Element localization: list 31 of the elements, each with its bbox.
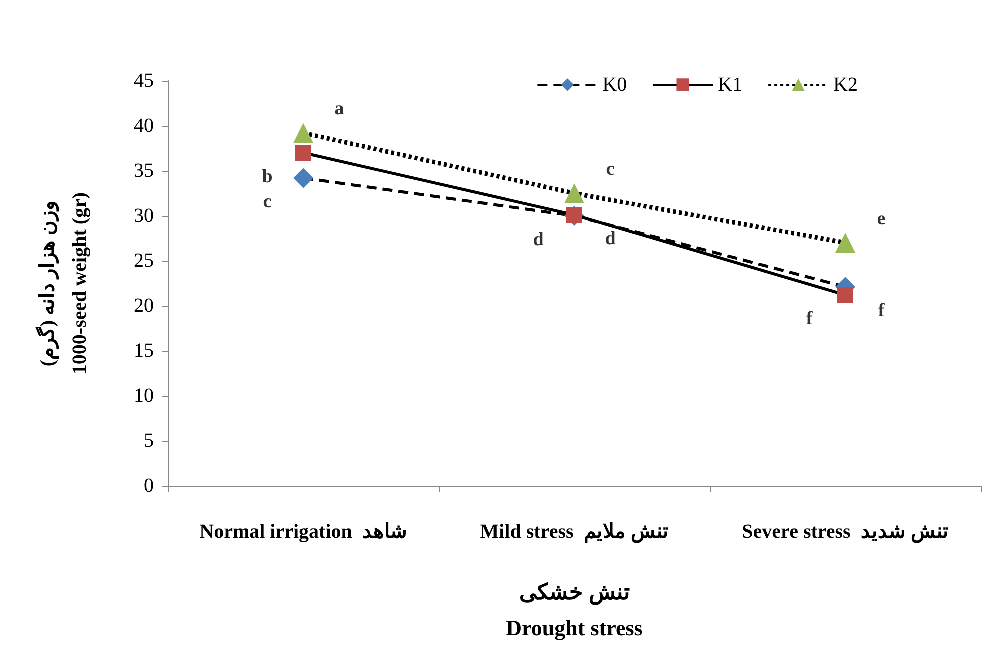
- point: [296, 145, 312, 161]
- y-tick-label: 45: [134, 70, 154, 92]
- annotation: c: [263, 192, 272, 213]
- point: [294, 123, 314, 144]
- x-tick-label: Mild stress تنش ملایم: [480, 521, 669, 544]
- point: [294, 168, 314, 188]
- legend-label: K0: [602, 74, 628, 96]
- point: [836, 233, 856, 253]
- annotation: a: [334, 98, 345, 120]
- y-tick-label: 40: [134, 115, 154, 137]
- y-tick-label: 0: [144, 475, 154, 497]
- legend-label: K2: [834, 74, 858, 96]
- annotation: d: [533, 230, 544, 250]
- y-tick-label: 5: [144, 430, 154, 452]
- point: [564, 184, 584, 204]
- y-tick-label: 25: [134, 250, 154, 272]
- y-tick-label: 15: [134, 340, 154, 362]
- annotation: d: [605, 228, 616, 250]
- x-tick-label: Normal irrigation شاهد: [200, 521, 408, 543]
- annotation: f: [806, 308, 814, 330]
- legend-label: K1: [718, 74, 743, 96]
- x-tick-label: Severe stress تنش شدید: [742, 521, 949, 544]
- y-tick-label: 30: [134, 205, 154, 227]
- point: [838, 287, 854, 304]
- annotation: b: [262, 166, 273, 188]
- y-tick-label: 35: [134, 160, 154, 182]
- annotation: f: [878, 300, 886, 322]
- y-tick-label: 10: [134, 385, 154, 407]
- annotation: e: [877, 208, 886, 230]
- y-tick-label: 20: [134, 295, 154, 317]
- annotation: c: [606, 159, 615, 180]
